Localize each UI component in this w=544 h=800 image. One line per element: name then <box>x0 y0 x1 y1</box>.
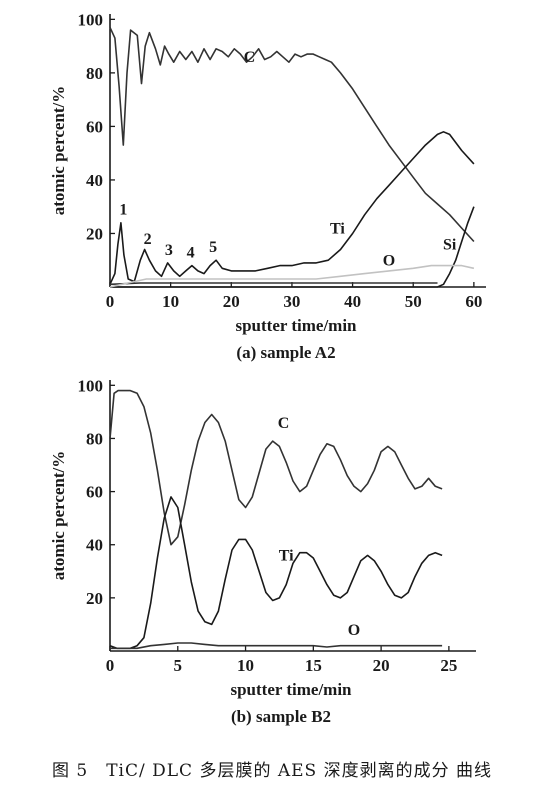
chart-a-annotation-2: 2 <box>144 231 152 248</box>
chart-a-x-tick-label: 50 <box>405 292 422 311</box>
chart-b-x-tick-label: 0 <box>106 656 115 675</box>
chart-a-x-tick-label: 20 <box>223 292 240 311</box>
chart-a-annotation-c: C <box>244 49 256 66</box>
chart-b-annotation-c: C <box>278 415 290 432</box>
chart-a-series-si-line <box>110 206 475 288</box>
chart-b-y-tick-label: 100 <box>78 376 104 395</box>
chart-b-y-tick-label: 20 <box>86 589 103 608</box>
chart-a-x-axis-label: sputter time/min <box>235 316 357 335</box>
chart-a-annotation-ti: Ti <box>330 220 345 237</box>
chart-b-annotation-o: O <box>348 622 360 639</box>
chart-b-y-tick-label: 60 <box>86 483 103 502</box>
chart-b-x-tick-label: 15 <box>305 656 322 675</box>
chart-b-annotation-ti: Ti <box>279 548 294 565</box>
chart-a-x-tick-label: 40 <box>344 292 361 311</box>
chart-a-annotation-5: 5 <box>209 239 217 256</box>
chart-b-series-ti-line <box>109 496 443 650</box>
chart-a-x-tick-label: 30 <box>283 292 300 311</box>
chart-a-annotation-1: 1 <box>119 202 127 219</box>
chart-a-series-c-line <box>109 27 475 243</box>
chart-a-annotation-3: 3 <box>165 242 173 259</box>
chart-b-x-axis-label: sputter time/min <box>230 680 352 699</box>
chart-a-annotation-4: 4 <box>187 245 195 262</box>
chart-b-x-tick-label: 5 <box>174 656 183 675</box>
chart-a-y-tick-label: 100 <box>78 10 104 29</box>
chart-a-series-unlabeled-4-line <box>109 264 475 288</box>
chart-a-annotation-o: O <box>383 253 395 270</box>
chart-b-subcaption: (b) sample B2 <box>231 707 331 726</box>
chart-a-annotation-si: Si <box>443 237 457 254</box>
chart-b-x-tick-label: 20 <box>373 656 390 675</box>
chart-b-y-tick-label: 40 <box>86 536 103 555</box>
chart-a-y-tick-label: 20 <box>86 224 103 243</box>
chart-a-y-tick-label: 40 <box>86 171 103 190</box>
chart-b-x-tick-label: 10 <box>237 656 254 675</box>
chart-a-series-o-line <box>109 282 438 286</box>
figure-caption: 图 5 TiC/ DLC 多层膜的 AES 深度剥离的成分 曲线 <box>51 761 492 781</box>
chart-a-subcaption: (a) sample A2 <box>236 343 335 362</box>
chart-b-y-tick-label: 80 <box>86 429 103 448</box>
chart-a-y-tick-label: 60 <box>86 117 103 136</box>
chart-a-x-tick-label: 60 <box>465 292 482 311</box>
chart-b-series-o-line <box>110 642 443 650</box>
chart-a-x-tick-label: 10 <box>162 292 179 311</box>
chart-a-series-ti-line <box>109 131 475 285</box>
chart-b-y-axis-label: atomic percent/% <box>49 451 68 581</box>
chart-b-series-c-line <box>109 389 443 546</box>
chart-a-y-tick-label: 80 <box>86 64 103 83</box>
chart-b-x-tick-label: 25 <box>440 656 457 675</box>
chart-a-x-tick-label: 0 <box>106 292 115 311</box>
chart-a-y-axis-label: atomic percent/% <box>49 86 68 216</box>
